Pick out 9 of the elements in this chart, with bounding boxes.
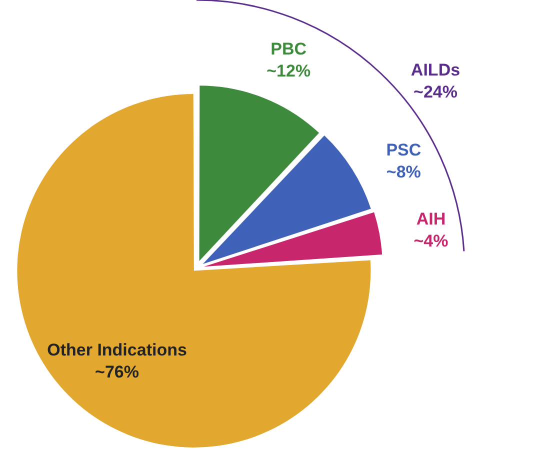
slice-label: Other Indications bbox=[47, 340, 187, 360]
data-label: ~4% bbox=[414, 232, 448, 251]
text: AILDs ~24% bbox=[410, 60, 460, 102]
slice-label: PBC bbox=[270, 39, 307, 58]
data-label: ~8% bbox=[386, 162, 421, 182]
data-label: ~12% bbox=[266, 61, 311, 80]
slice-label: PSC bbox=[386, 140, 422, 160]
data-label: ~76% bbox=[95, 362, 139, 382]
slice-label: AIH bbox=[416, 210, 446, 229]
